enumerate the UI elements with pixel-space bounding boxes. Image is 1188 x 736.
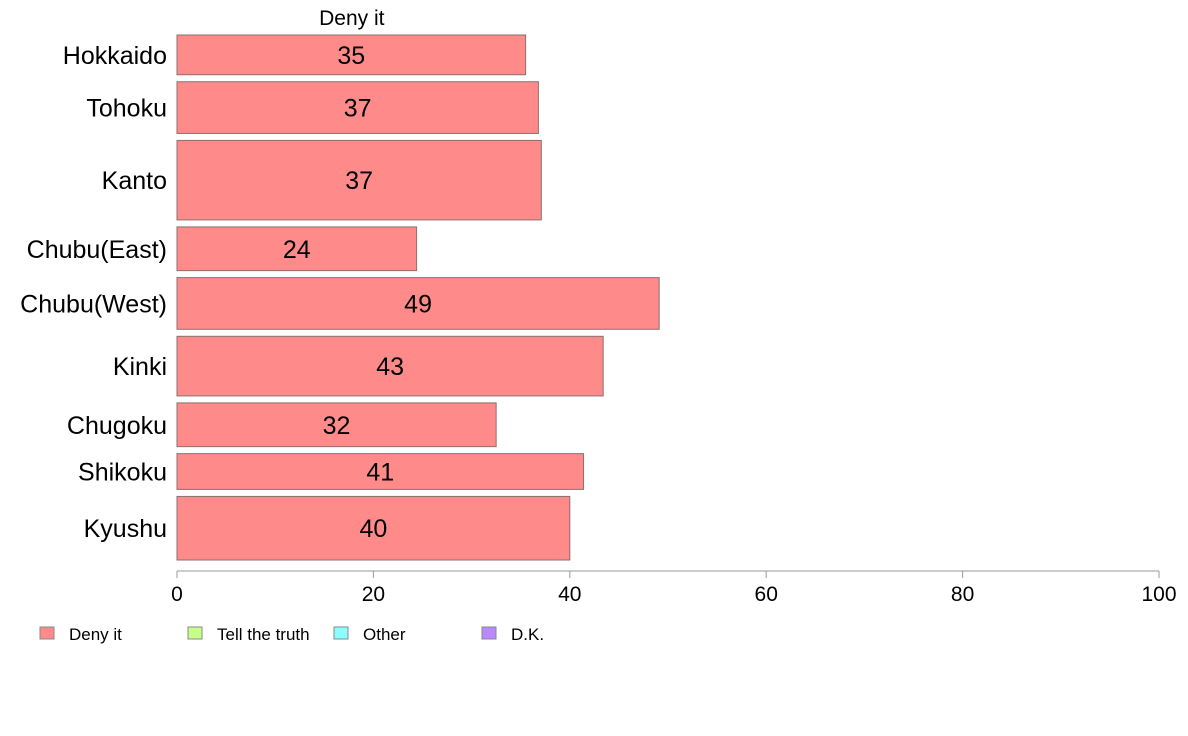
bar-kanto-deny-it	[176, 139, 542, 221]
category-label: Shikoku	[78, 459, 167, 487]
value-label: 43	[376, 353, 404, 381]
category-label: Kinki	[113, 353, 167, 381]
x-axis: 0 20 40 60 80 100	[171, 570, 1177, 606]
category-label: Tohoku	[86, 95, 167, 123]
bar-chubu-west--deny-it	[176, 277, 660, 330]
value-label: 35	[337, 42, 365, 70]
category-label: Chugoku	[67, 412, 167, 440]
bar-tohoku-deny-it	[176, 81, 539, 134]
legend-label: D.K.	[511, 625, 544, 644]
legend-swatch	[39, 626, 55, 640]
legend-swatch	[481, 626, 497, 640]
category-label: Chubu(East)	[27, 236, 167, 264]
category-label: Chubu(West)	[20, 290, 167, 318]
x-tick-label: 60	[755, 583, 778, 606]
bar-kyushu-deny-it	[176, 495, 571, 561]
x-tick-label: 20	[362, 583, 385, 606]
bar-hokkaido-deny-it	[176, 34, 527, 76]
value-label: 37	[345, 167, 373, 195]
category-labels: Hokkaido Tohoku Kanto Chubu(East) Chubu(West…	[20, 42, 167, 543]
value-label: 41	[366, 459, 394, 487]
category-label: Kanto	[102, 167, 167, 195]
bar-chugoku-deny-it	[176, 402, 497, 448]
x-tick-label: 40	[558, 583, 581, 606]
legend-label: Other	[363, 625, 406, 644]
legend-label: Tell the truth	[217, 625, 310, 644]
value-label: 40	[359, 515, 387, 543]
x-tick-label: 100	[1141, 583, 1176, 606]
x-tick-label: 80	[951, 583, 974, 606]
value-label: 49	[404, 290, 432, 318]
value-label: 32	[323, 412, 351, 440]
bar-kinki-deny-it	[176, 335, 604, 397]
legend-swatch	[187, 626, 203, 640]
x-tick-label: 0	[171, 583, 183, 606]
category-label: Hokkaido	[63, 42, 167, 70]
category-label: Kyushu	[84, 515, 167, 543]
series-title: Deny it	[319, 7, 385, 30]
value-label: 37	[344, 95, 372, 123]
legend-label: Deny it	[69, 625, 122, 644]
legend: Deny it Tell the truth Other D.K.	[39, 625, 544, 644]
legend-swatch	[333, 626, 349, 640]
value-label: 24	[283, 236, 311, 264]
bar-chubu-east--deny-it	[176, 226, 418, 272]
bar-shikoku-deny-it	[176, 453, 585, 490]
bars-group: 35 37 37 24 49 43 32 41 40	[176, 34, 660, 561]
